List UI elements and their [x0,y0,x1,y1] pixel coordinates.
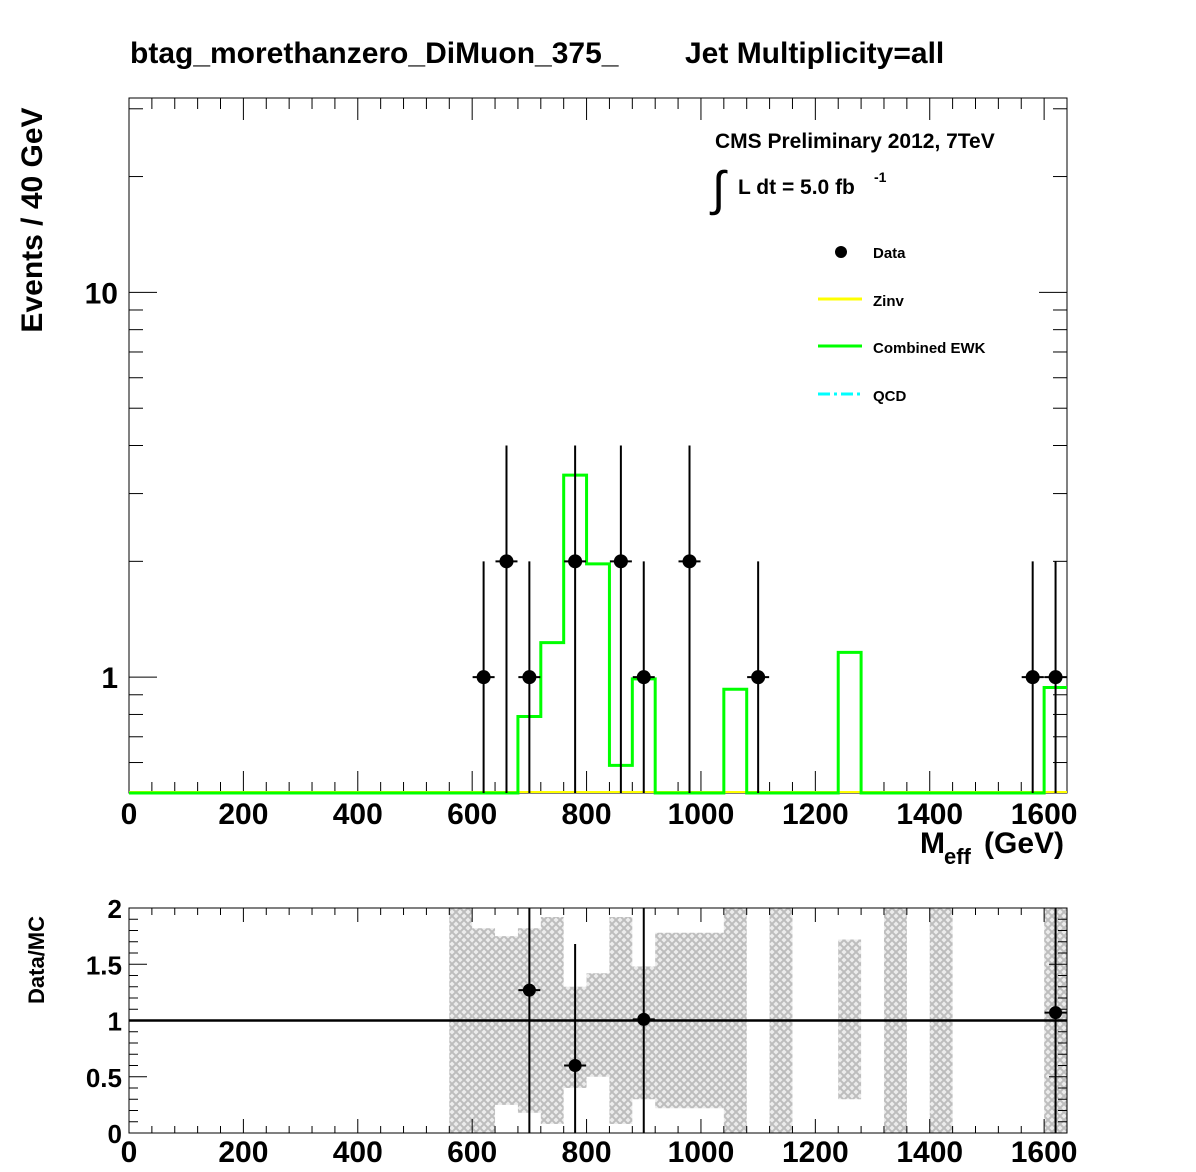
ratio-plot: 0 200 400 600 800 1000 1200 1400 1600 00.511.52 … [24,894,1077,1169]
data-point [1048,670,1063,685]
ratio-y-tick-label: 0.5 [86,1063,122,1093]
ratio-x-tick-label: 200 [218,1136,268,1169]
ratio-y-tick-label: 1.5 [86,950,122,980]
data-point [476,670,491,685]
data-point [613,554,628,569]
data-point [682,554,697,569]
main-x-tick-label: 1600 [1011,798,1078,831]
ratio-x-tick-label: 1200 [782,1136,849,1169]
ratio-points [518,908,1067,1133]
legend-data-marker [835,246,847,258]
ewk-step-line [129,473,1067,795]
x-axis-label-subscript: eff [944,844,972,869]
main-x-tick-label: 400 [333,798,383,831]
ratio-point [568,1059,582,1072]
x-axis-label-main: M [920,827,945,860]
chart-title-right: Jet Multiplicity=all [685,37,944,70]
ratio-point [522,983,536,997]
main-x-tick-labels: 0 200 400 600 800 1000 1200 1400 1600 [121,798,1078,831]
main-x-axis-label: M eff (GeV) [920,827,1064,869]
ratio-x-tick-labels: 0 200 400 600 800 1000 1200 1400 1600 [121,1136,1078,1169]
main-y-tick-label: 10 [85,277,118,310]
main-x-tick-label: 1000 [668,798,735,831]
main-axis-ticks [128,98,1068,793]
legend-entry-ewk: Combined EWK [818,340,986,357]
legend-ewk-label: Combined EWK [873,340,986,357]
main-x-tick-label: 200 [218,798,268,831]
ratio-x-tick-label: 600 [447,1136,497,1169]
ratio-x-tick-label: 800 [562,1136,612,1169]
ratio-y-tick-label: 0 [108,1119,122,1149]
ratio-y-tick-label: 1 [108,1007,122,1037]
cms-label: CMS Preliminary 2012, 7TeV [715,130,995,153]
ratio-point [1049,1006,1063,1020]
band-segment [472,928,496,1133]
ratio-axis-ticks [128,907,1068,1134]
ratio-y-tick-labels: 0 0.5 1 1.5 2 [86,894,122,1149]
legend-data-label: Data [873,245,906,262]
lumi-superscript: -1 [874,169,887,185]
legend-zinv-label: Zinv [873,293,904,310]
main-plot: 0 200 400 600 800 1000 1200 1400 1600 1 10 Events… [16,97,1078,869]
ratio-point [637,1012,651,1026]
ratio-x-tick-label: 400 [333,1136,383,1169]
main-x-tick-label: 600 [447,798,497,831]
legend-entry-qcd: QCD [818,388,907,405]
chart-title-left: btag_morethanzero_DiMuon_375_ [130,37,619,70]
band-segment [586,973,610,1077]
integral-symbol: ∫ [709,163,728,216]
data-point [499,554,514,569]
main-plot-frame [128,97,1068,794]
ratio-x-tick-label: 0 [121,1136,138,1169]
main-y-axis-label: Events / 40 GeV [16,107,49,332]
combined-ewk-series [129,473,1067,795]
legend-entry-data: Data [835,245,906,262]
data-point [568,554,583,569]
legend: Data Zinv Combined EWK QCD [818,245,986,405]
ratio-x-tick-label: 1600 [1011,1136,1078,1169]
data-series [472,445,1067,793]
ratio-x-tick-label: 1000 [668,1136,735,1169]
main-x-tick-label: 1400 [896,798,963,831]
main-y-tick-label: 1 [101,662,118,695]
main-y-tick-labels: 1 10 [85,277,118,695]
ratio-x-tick-label: 1400 [896,1136,963,1169]
x-axis-label-unit: (GeV) [984,827,1064,860]
main-x-tick-label: 1200 [782,798,849,831]
data-point [522,670,537,685]
data-point [636,670,651,685]
legend-entry-zinv: Zinv [818,293,904,310]
data-point [751,670,766,685]
ratio-y-tick-label: 2 [108,894,122,924]
data-point [1025,670,1040,685]
main-x-tick-label: 0 [121,798,138,831]
lumi-label: L dt = 5.0 fb [738,176,855,199]
legend-qcd-label: QCD [873,388,907,405]
ratio-y-axis-label: Data/MC [24,916,49,1004]
main-x-tick-label: 800 [562,798,612,831]
